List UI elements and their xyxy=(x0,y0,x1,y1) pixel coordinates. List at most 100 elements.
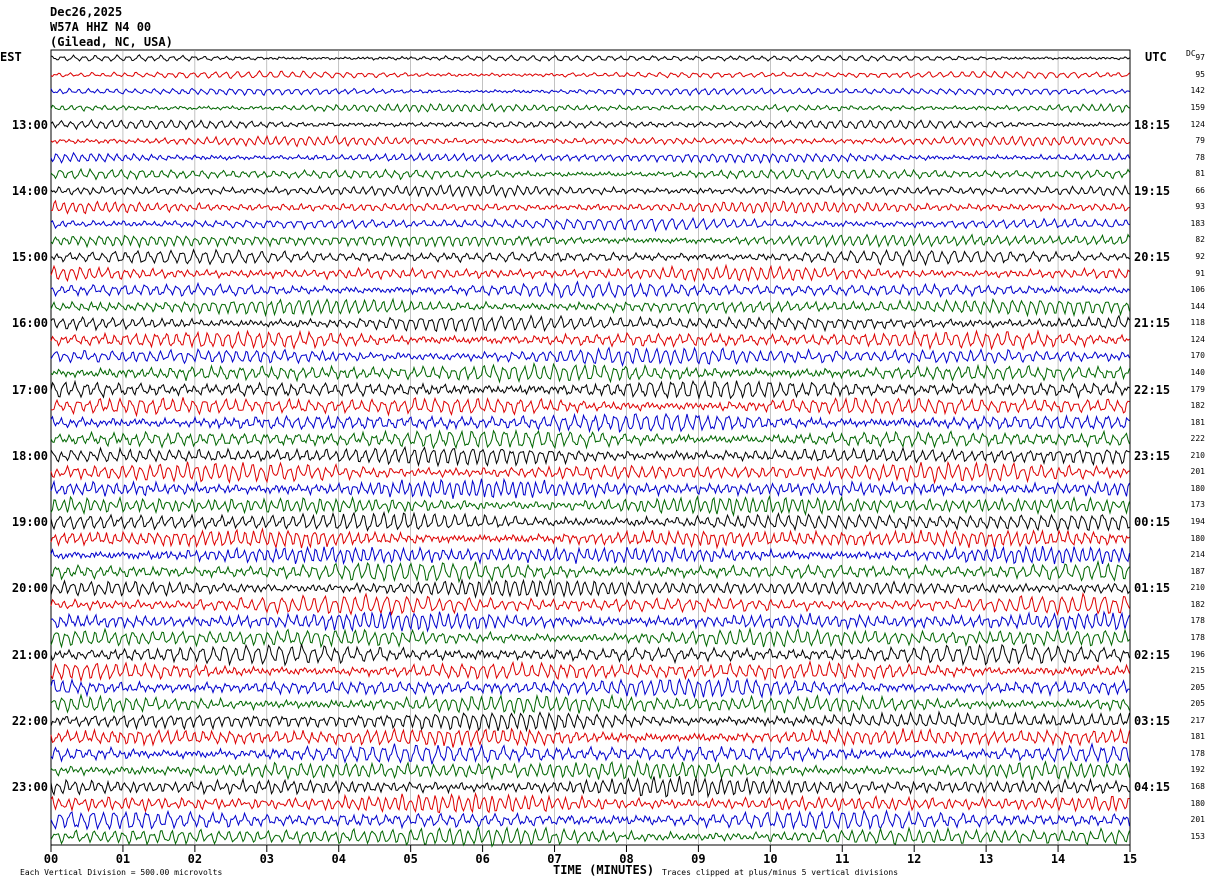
dc-offset-value: 178 xyxy=(1190,616,1205,626)
trace-4 xyxy=(50,102,1130,114)
trace-13 xyxy=(50,248,1130,267)
trace-1 xyxy=(50,54,1130,62)
trace-9 xyxy=(50,184,1130,199)
xtick-label: 09 xyxy=(691,852,706,866)
trace-29 xyxy=(50,510,1130,532)
trace-23 xyxy=(50,412,1130,434)
trace-8 xyxy=(50,167,1130,181)
trace-43 xyxy=(50,742,1130,765)
dc-offset-value: 180 xyxy=(1190,798,1205,808)
xtick-label: 10 xyxy=(763,852,778,866)
trace-30 xyxy=(50,527,1130,550)
dc-offset-value: 201 xyxy=(1190,467,1205,477)
trace-18 xyxy=(50,329,1130,351)
trace-45 xyxy=(50,775,1130,799)
trace-35 xyxy=(50,610,1130,633)
trace-10 xyxy=(50,199,1130,215)
trace-42 xyxy=(50,727,1130,748)
trace-12 xyxy=(50,232,1130,249)
dc-offset-value: 144 xyxy=(1190,301,1205,311)
est-hour-label: 21:00 xyxy=(11,647,48,662)
utc-hour-label: 20:15 xyxy=(1134,250,1171,265)
dc-offset-value: 205 xyxy=(1190,699,1205,709)
utc-hour-label: 03:15 xyxy=(1134,713,1171,728)
trace-41 xyxy=(50,710,1130,733)
dc-offset-value: 194 xyxy=(1190,517,1205,527)
xtick-label: 13 xyxy=(978,852,994,866)
xtick-label: 08 xyxy=(619,852,634,866)
trace-21 xyxy=(50,379,1130,400)
dc-offset-value: 180 xyxy=(1190,533,1205,543)
trace-34 xyxy=(50,591,1130,617)
dc-offset-value: 78 xyxy=(1195,152,1205,162)
dc-offset-value: 182 xyxy=(1190,599,1205,609)
dc-offset-value: 91 xyxy=(1195,268,1205,278)
trace-24 xyxy=(50,428,1130,450)
xtick-label: 12 xyxy=(906,852,922,866)
xtick-label: 00 xyxy=(43,852,59,866)
dc-offset-value: 79 xyxy=(1195,136,1205,146)
dc-offset-value: 173 xyxy=(1190,500,1205,510)
est-hour-label: 16:00 xyxy=(11,316,48,331)
dc-offset-value: 140 xyxy=(1190,367,1205,377)
est-hour-label: 13:00 xyxy=(11,117,48,132)
dc-offset-value: 179 xyxy=(1190,384,1205,394)
utc-hour-label: 18:15 xyxy=(1134,117,1171,132)
plot-frame xyxy=(50,49,1131,846)
trace-44 xyxy=(50,759,1130,781)
trace-46 xyxy=(50,791,1130,814)
dc-offset-value: 181 xyxy=(1190,417,1205,427)
utc-hour-label: 01:15 xyxy=(1134,581,1171,596)
trace-20 xyxy=(50,362,1130,384)
trace-37 xyxy=(50,643,1130,667)
utc-hour-label: 19:15 xyxy=(1134,183,1171,198)
dc-offset-value: 210 xyxy=(1190,450,1205,460)
trace-6 xyxy=(50,134,1130,148)
est-hour-label: 19:00 xyxy=(11,515,48,530)
dc-offset-value: 187 xyxy=(1190,566,1205,576)
dc-offset-value: 142 xyxy=(1190,86,1205,96)
trace-38 xyxy=(50,659,1130,683)
trace-16 xyxy=(50,297,1130,318)
trace-36 xyxy=(50,626,1130,649)
utc-hour-label: 23:15 xyxy=(1134,448,1171,463)
dc-offset-value: 97 xyxy=(1195,53,1205,63)
dc-offset-value: 214 xyxy=(1190,550,1205,560)
dc-offset-value: 180 xyxy=(1190,483,1205,493)
trace-33 xyxy=(50,578,1130,599)
dc-offset-value: 118 xyxy=(1190,318,1205,328)
clip-note: Traces clipped at plus/minus 5 vertical … xyxy=(662,868,899,877)
dc-offset-value: 124 xyxy=(1190,119,1205,129)
xtick-label: 03 xyxy=(259,852,275,866)
trace-17 xyxy=(50,314,1130,333)
dc-offset-value: 66 xyxy=(1195,185,1205,195)
dc-offset-value: 182 xyxy=(1190,401,1205,411)
xlabel: TIME (MINUTES) xyxy=(553,863,655,877)
dc-offset-value: 181 xyxy=(1190,732,1205,742)
trace-48 xyxy=(50,826,1130,848)
trace-40 xyxy=(50,693,1130,715)
est-hour-label: 15:00 xyxy=(11,250,48,265)
dc-offset-value: 92 xyxy=(1195,252,1205,262)
dc-offset-value: 95 xyxy=(1195,69,1205,79)
dc-offset-value: 153 xyxy=(1190,831,1205,841)
xtick-label: 11 xyxy=(835,852,850,866)
trace-31 xyxy=(50,544,1130,566)
station-date: Dec26,2025 xyxy=(50,5,123,19)
trace-25 xyxy=(50,445,1130,468)
trace-27 xyxy=(50,477,1130,499)
utc-hour-label: 22:15 xyxy=(1134,382,1171,397)
trace-3 xyxy=(50,87,1130,97)
utc-hour-label: 04:15 xyxy=(1134,780,1171,795)
trace-22 xyxy=(50,396,1130,418)
trace-32 xyxy=(50,559,1130,584)
dc-offset-value: 170 xyxy=(1190,351,1205,361)
trace-26 xyxy=(50,460,1130,485)
trace-5 xyxy=(50,118,1130,131)
dc-offset-value: 124 xyxy=(1190,334,1205,344)
xtick-label: 04 xyxy=(331,852,346,866)
xtick-label: 06 xyxy=(475,852,490,866)
trace-19 xyxy=(50,346,1130,368)
dc-offset-value: 82 xyxy=(1195,235,1205,245)
est-hour-label: 14:00 xyxy=(11,183,48,198)
